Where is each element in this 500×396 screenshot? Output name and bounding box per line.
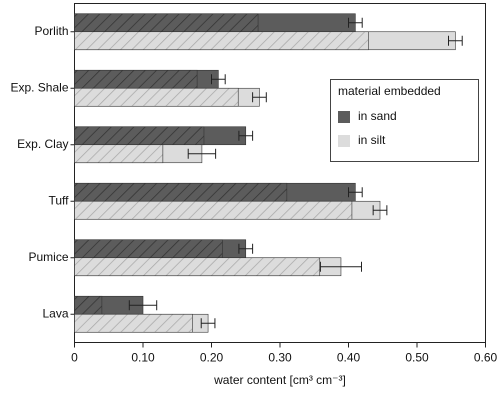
legend-swatch xyxy=(338,111,350,123)
y-tick-label: Lava xyxy=(42,306,68,320)
error-bar xyxy=(319,261,363,272)
x-tick-label: 0 xyxy=(71,351,78,365)
bar-inner xyxy=(74,69,198,89)
x-tick-label: 0.30 xyxy=(268,351,292,365)
x-axis-label: water content [cm³ cm⁻³] xyxy=(213,373,346,387)
error-bar xyxy=(238,130,254,141)
bar-inner xyxy=(74,87,239,107)
bar-inner xyxy=(74,31,369,51)
error-bar xyxy=(448,35,463,46)
error-bar xyxy=(128,300,158,311)
y-tick-label: Exp. Shale xyxy=(10,80,68,94)
bar-inner xyxy=(74,257,321,277)
error-bar xyxy=(348,187,363,198)
legend-title: material embedded xyxy=(338,84,441,98)
error-bar xyxy=(348,17,363,28)
error-bar xyxy=(211,74,226,85)
legend-label: in silt xyxy=(358,133,386,147)
x-tick-label: 0.20 xyxy=(200,351,224,365)
error-bar xyxy=(252,92,267,103)
x-tick-label: 0.40 xyxy=(337,351,361,365)
bar-inner xyxy=(74,239,223,259)
bar-inner xyxy=(74,313,193,333)
error-bar xyxy=(238,243,254,254)
error-bar xyxy=(200,318,216,329)
bar-inner xyxy=(74,126,205,146)
error-bar xyxy=(372,205,388,216)
legend-label: in sand xyxy=(358,109,397,123)
plot-frame xyxy=(74,3,486,343)
legend-box xyxy=(330,79,479,162)
y-tick-label: Exp. Clay xyxy=(17,137,68,151)
bar-inner xyxy=(74,13,259,33)
x-tick-label: 0.10 xyxy=(131,351,155,365)
y-tick-label: Pumice xyxy=(28,250,68,264)
bar-inner xyxy=(74,295,103,315)
x-tick-label: 0.50 xyxy=(405,351,429,365)
bar-inner xyxy=(74,182,288,202)
error-bar xyxy=(187,148,217,159)
x-tick-label: 0.60 xyxy=(474,351,498,365)
bar-inner xyxy=(74,200,353,220)
y-tick-label: Tuff xyxy=(48,193,69,207)
bar-inner xyxy=(74,144,164,164)
legend-swatch xyxy=(338,135,350,147)
y-tick-label: Porlith xyxy=(34,24,68,38)
